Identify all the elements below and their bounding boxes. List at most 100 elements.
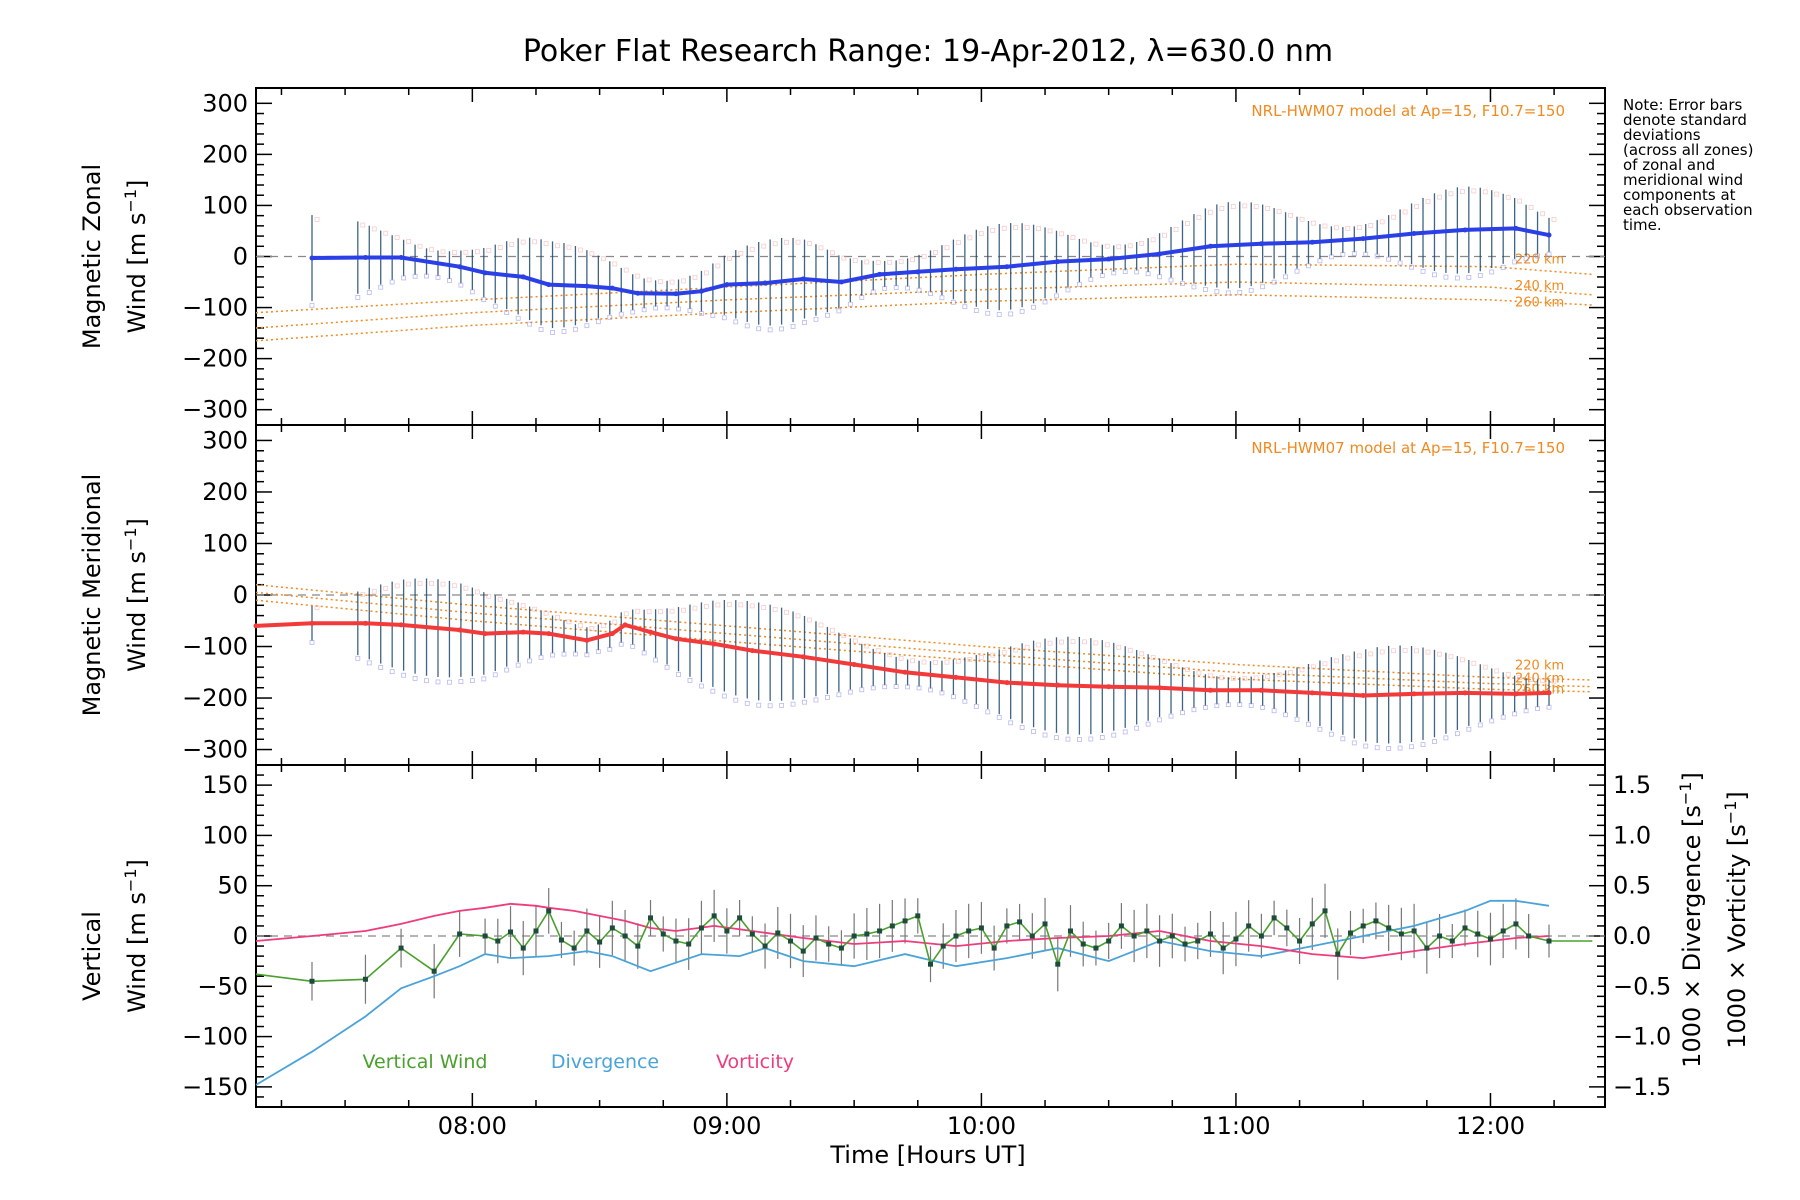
mean-point [482, 631, 488, 637]
zone-point [1505, 672, 1511, 677]
zone-point [366, 290, 372, 295]
zone-point [314, 216, 320, 222]
zone-point [653, 657, 659, 663]
zone-point [939, 295, 945, 301]
zone-point [1225, 290, 1231, 296]
zone-point [933, 250, 938, 255]
zone-point [715, 602, 721, 608]
zone-point [875, 259, 881, 265]
zone-point [1535, 706, 1540, 711]
mean-point [609, 285, 615, 291]
mean-point [1207, 243, 1213, 249]
vertical-wind-point [1347, 930, 1353, 936]
zone-point [1265, 206, 1271, 211]
vertical-wind-panel: 150 100 50 0 −50 −100 −150 1.5 1.0 0.5 0.0 −0.5 −1.0… [78, 764, 1751, 1108]
mean-point [1055, 259, 1061, 265]
zone-point [406, 581, 412, 587]
mean-point [1462, 690, 1468, 696]
zone-point [772, 241, 778, 247]
zone-point [440, 581, 446, 587]
vertical-wind-point [711, 913, 717, 919]
y-tick-label: −100 [182, 633, 248, 661]
zone-point [515, 315, 521, 321]
mean-point [915, 269, 921, 275]
zone-point [1283, 274, 1288, 280]
mean-point [309, 620, 315, 626]
zone-point [1448, 654, 1454, 660]
zone-point [309, 640, 315, 645]
vertical-wind-point [558, 937, 564, 943]
zone-point [1477, 273, 1483, 278]
zone-point [1099, 735, 1105, 740]
zone-point [1459, 189, 1465, 195]
zone-point [1322, 223, 1328, 229]
zone-point [1145, 271, 1151, 277]
note-line: meridional wind [1623, 171, 1743, 189]
zone-point [928, 291, 933, 296]
zone-point [664, 664, 670, 670]
vertical-wind-point [1373, 918, 1379, 924]
zone-point [1031, 304, 1036, 310]
mean-point [398, 622, 404, 628]
zone-point [669, 608, 675, 614]
mean-point [673, 291, 679, 297]
vertical-wind-point [1500, 928, 1506, 934]
zone-point [916, 685, 922, 691]
zone-point [573, 651, 578, 657]
mean-point [1411, 231, 1417, 237]
mean-point [1157, 685, 1163, 691]
zone-point [1248, 703, 1254, 708]
zone-point [1317, 258, 1323, 264]
model-altitude-label: 240 km [1515, 279, 1564, 294]
zone-point [1294, 268, 1300, 274]
mean-point [902, 669, 908, 675]
zone-point [841, 633, 847, 639]
zone-point [1253, 675, 1259, 681]
zone-point [458, 679, 464, 684]
zone-point [538, 655, 544, 660]
y-tick-label: 0 [233, 581, 248, 609]
zone-point [996, 312, 1002, 317]
zone-point [1116, 644, 1122, 650]
vertical-wind-point [953, 933, 959, 939]
zone-point [1173, 663, 1179, 668]
zone-point [756, 702, 762, 708]
vertical-wind-point [495, 938, 501, 944]
zone-point [733, 697, 739, 703]
zone-point [538, 327, 544, 332]
y2-axis-label-divergence: 1000 × Divergence [s−1] [1676, 772, 1707, 1068]
zone-point [584, 323, 590, 329]
zone-point [1145, 721, 1151, 727]
zone-point [1276, 209, 1282, 214]
zone-point [916, 287, 922, 293]
zone-point [623, 267, 629, 273]
zone-point [1173, 227, 1179, 232]
vertical-wind-point [1309, 921, 1315, 927]
zone-point [699, 683, 704, 689]
vertical-wind-point [775, 930, 781, 936]
zone-point [1111, 732, 1117, 738]
zone-point [658, 609, 664, 615]
note-line: time. [1623, 216, 1662, 234]
vertical-wind-point [648, 915, 654, 921]
zone-point [956, 240, 961, 245]
mean-point [724, 282, 730, 288]
mean-point [1513, 225, 1519, 231]
zone-point [830, 250, 835, 256]
vertical-wind-point [584, 928, 590, 934]
model-altitude-label: 220 km [1515, 659, 1564, 674]
zone-point [1391, 648, 1397, 654]
zone-point [1523, 256, 1529, 262]
zone-point [1489, 269, 1495, 275]
zone-point [973, 308, 979, 313]
vertical-wind-point [978, 925, 984, 931]
zone-point [394, 583, 400, 589]
zone-point [630, 643, 636, 649]
zone-point [1019, 725, 1025, 730]
zone-point [1036, 642, 1041, 648]
zone-point [600, 623, 606, 629]
zone-point [1402, 647, 1408, 653]
zone-point [561, 329, 567, 335]
zone-point [1271, 279, 1277, 285]
zone-point [1207, 209, 1213, 215]
